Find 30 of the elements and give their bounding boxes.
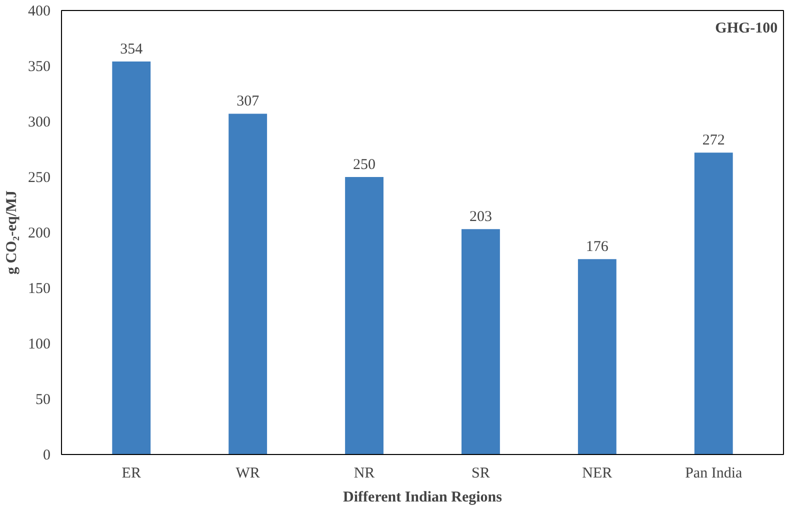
bar [228,114,268,454]
annotation: GHG-100 [715,20,778,36]
x-tick-label: ER [122,466,141,482]
x-tick-label: NER [582,466,612,482]
bar [112,62,151,454]
x-tick-label: Pan India [685,466,743,482]
data-label: 307 [236,94,260,110]
y-tick-label: 100 [28,336,50,352]
y-tick-label: 350 [28,59,50,75]
data-label: 354 [120,42,144,58]
data-label: 250 [353,157,376,173]
x-axis-title: Different Indian Regions [343,490,502,506]
y-tick-label: 200 [28,226,50,242]
y-tick-label: 0 [43,448,50,464]
data-label: 272 [702,132,725,149]
y-tick-label: 300 [28,114,50,130]
y-tick-label: 50 [36,392,50,408]
y-tick-label: 150 [28,281,50,297]
bar [578,259,616,454]
x-tick-label: NR [354,466,375,482]
x-tick-label: WR [236,466,260,482]
bar [462,229,500,454]
y-tick-label: 400 [28,4,50,20]
data-label: 203 [469,209,492,226]
x-tick-label: SR [472,466,490,482]
bar [345,177,384,454]
y-tick-label: 250 [28,170,50,186]
bar [694,152,733,454]
data-label: 176 [586,239,609,256]
y-axis-title: g CO₂-eq/MJ [4,190,20,275]
